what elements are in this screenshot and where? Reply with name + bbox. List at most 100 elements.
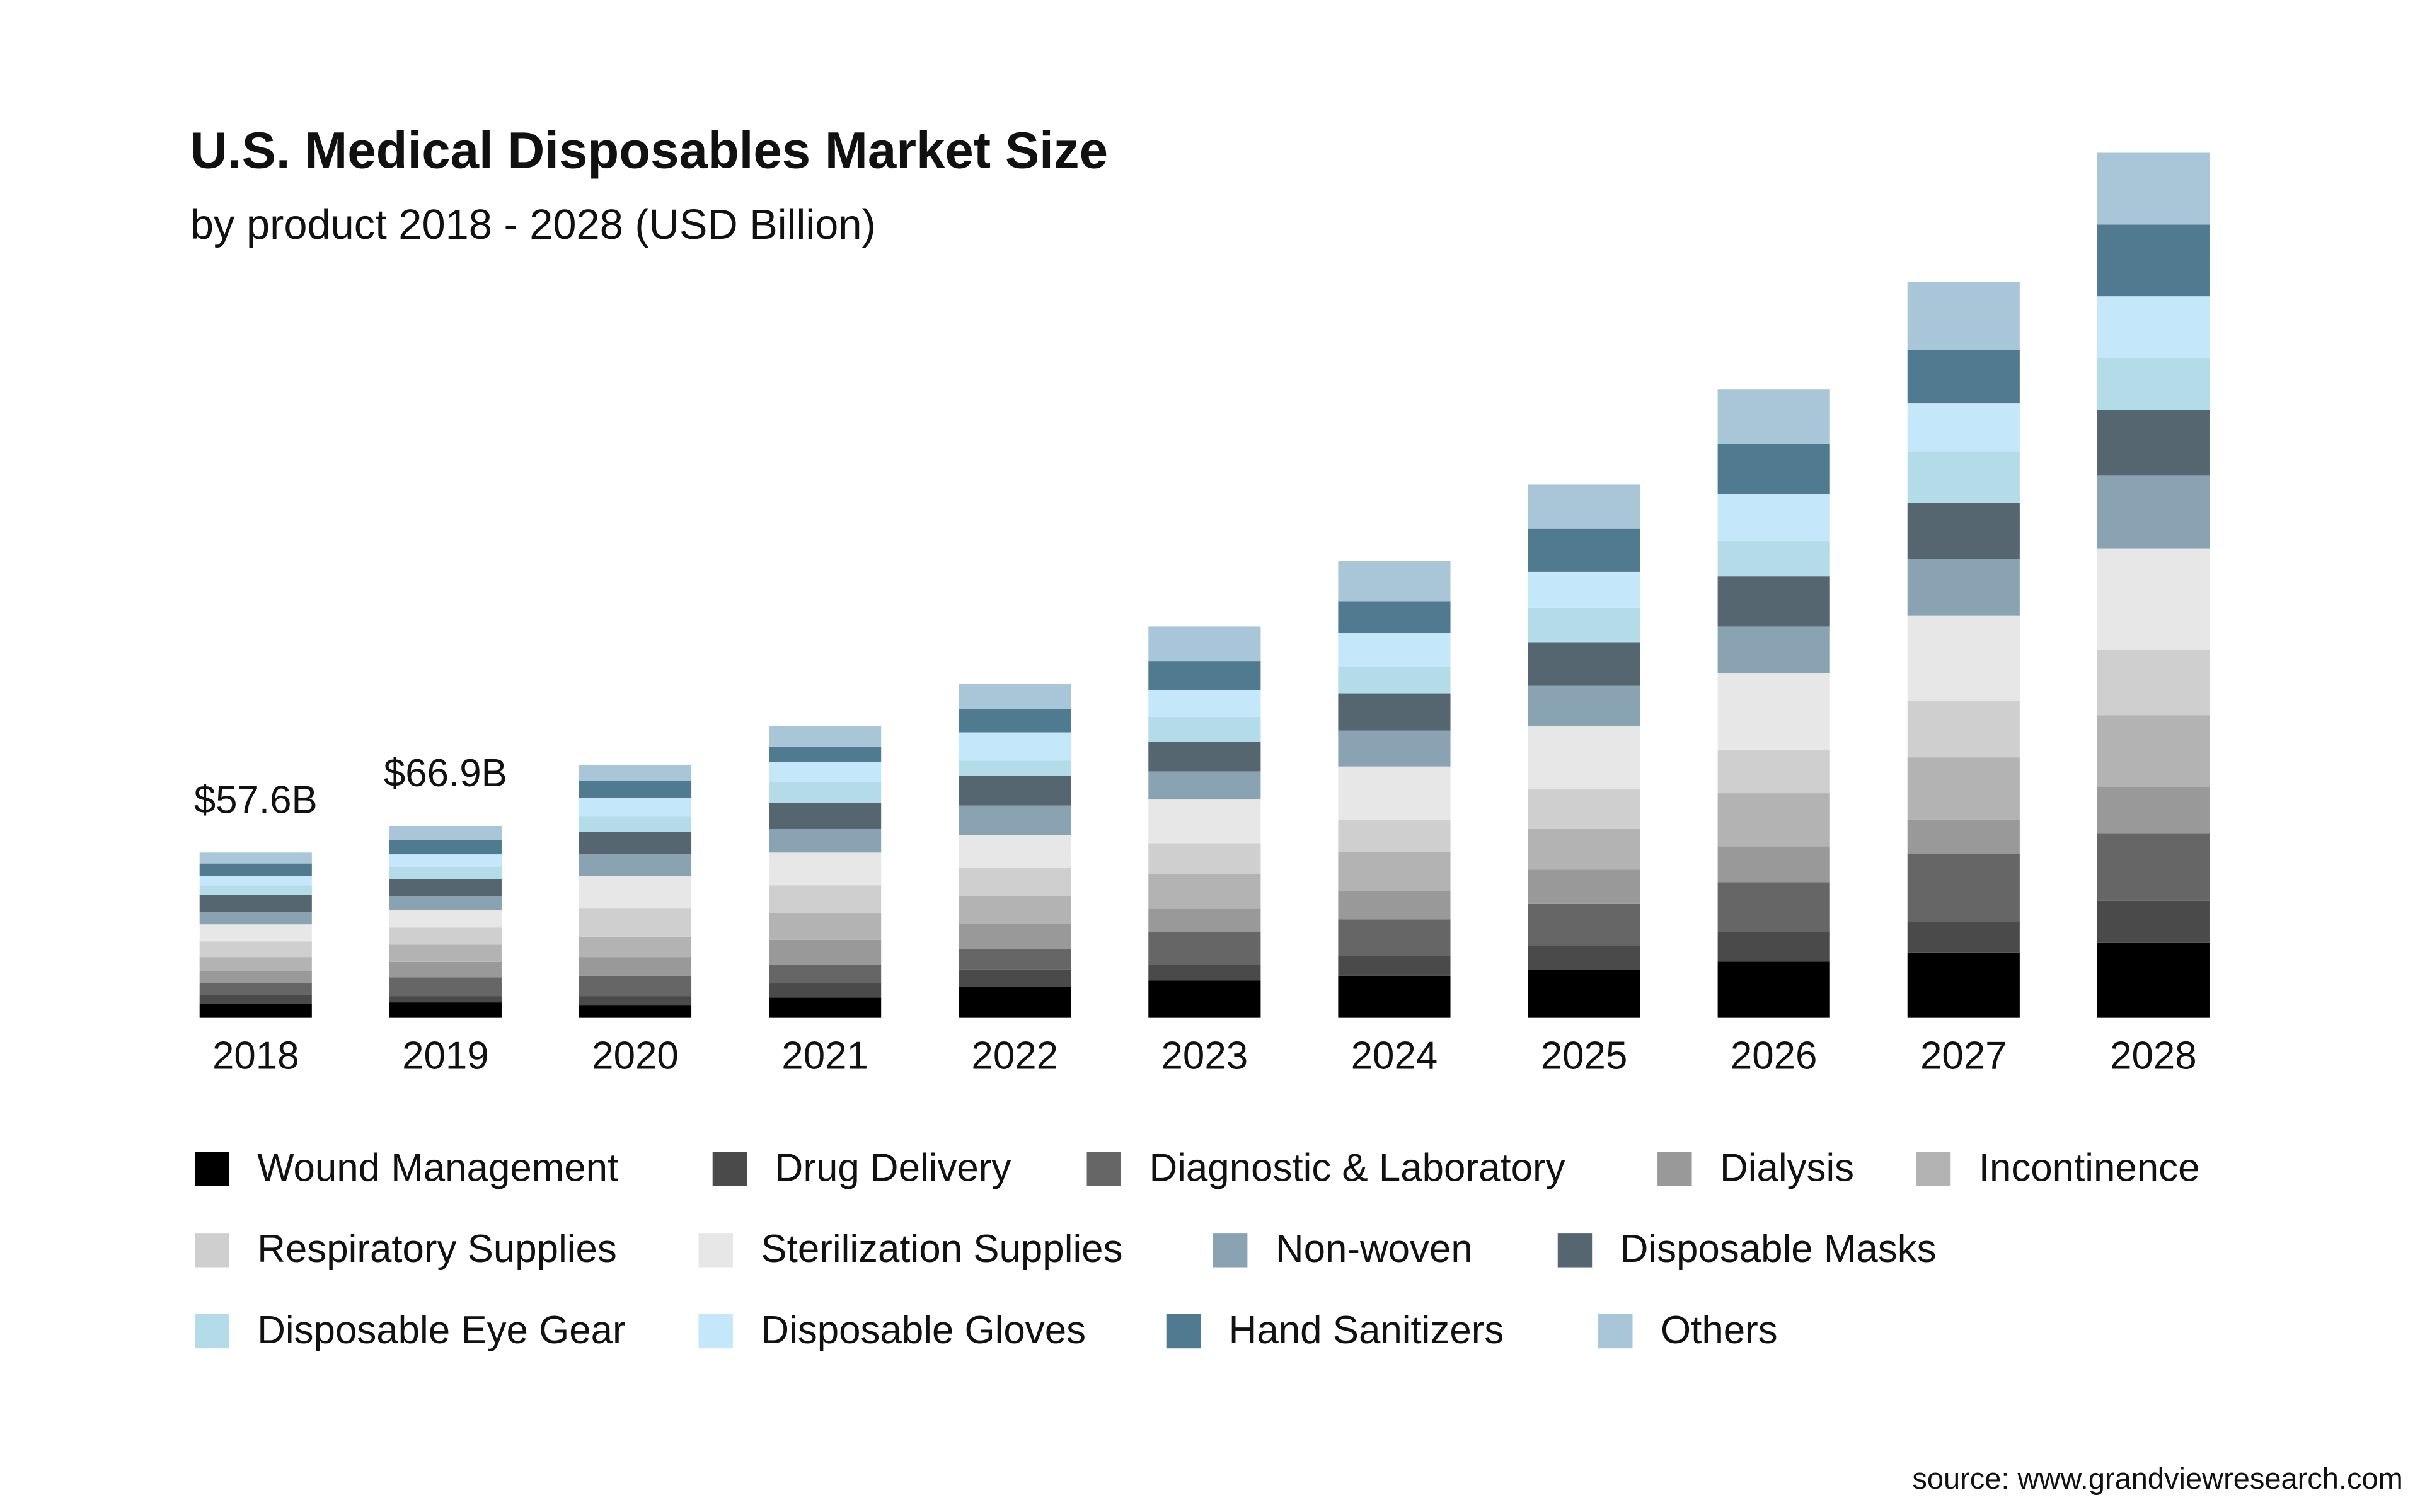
- bar-segment: [1528, 788, 1640, 829]
- bar-segment: [1528, 828, 1640, 870]
- x-tick-label: 2022: [971, 1034, 1058, 1077]
- bar-segment: [1907, 451, 2020, 503]
- bar-segment: [389, 1002, 502, 1018]
- bar-segment: [1338, 891, 1451, 920]
- bar-segment: [199, 971, 312, 984]
- bar-segment: [1717, 673, 1830, 750]
- bar-segment: [1148, 799, 1261, 844]
- bar-segment: [1148, 843, 1261, 874]
- bar-segment: [579, 876, 692, 909]
- bar-segment: [1338, 975, 1451, 1018]
- bar-segment: [1148, 771, 1261, 800]
- legend-swatch: [698, 1314, 733, 1349]
- bar-segment: [959, 732, 1071, 761]
- bar-segment: [579, 936, 692, 958]
- bar-segment: [579, 798, 692, 817]
- legend-swatch: [1166, 1314, 1201, 1349]
- x-tick-label: 2018: [212, 1034, 299, 1077]
- bar-segment: [1717, 882, 1830, 932]
- bar-segment: [579, 1005, 692, 1018]
- bar-segment: [1907, 952, 2020, 1018]
- bar-segment: [1717, 961, 1830, 1018]
- x-tick-label: 2023: [1161, 1034, 1248, 1077]
- bar-segment: [1907, 350, 2020, 404]
- bar-segment: [1148, 932, 1261, 965]
- legend-label: Hand Sanitizers: [1229, 1309, 1504, 1352]
- legend-label: Dialysis: [1720, 1146, 1854, 1189]
- legend-swatch: [1213, 1233, 1248, 1268]
- bar-segment: [199, 912, 312, 925]
- bar-segment: [2097, 152, 2210, 225]
- bar-segment: [1148, 626, 1261, 662]
- bar-segment: [1528, 869, 1640, 904]
- bar-segment: [1907, 701, 2020, 758]
- bar-segment: [1528, 642, 1640, 686]
- bar-segment: [1338, 693, 1451, 731]
- bar-segment: [579, 816, 692, 832]
- bar-segment: [1338, 561, 1451, 602]
- bar-segment: [1148, 716, 1261, 742]
- bar-segment: [1907, 854, 2020, 922]
- bar-segment: [1528, 528, 1640, 572]
- bar-segment: [2097, 942, 2210, 1018]
- bar-segment: [389, 896, 502, 910]
- bar-segment: [1528, 685, 1640, 726]
- bar-segment: [199, 1004, 312, 1018]
- x-tick-label: 2025: [1541, 1034, 1628, 1077]
- legend-swatch: [1598, 1314, 1633, 1349]
- bar-segment: [389, 996, 502, 1003]
- bar-segment: [1907, 757, 2020, 820]
- bar-segment: [1338, 766, 1451, 820]
- bar-segment: [769, 762, 882, 782]
- bar-segment: [1528, 484, 1640, 529]
- bar-segment: [2097, 410, 2210, 476]
- bar-segment: [1148, 908, 1261, 932]
- bar-segment: [769, 746, 882, 762]
- bar-segment: [2097, 715, 2210, 788]
- bar-segment: [769, 726, 882, 747]
- bar-segment: [1717, 932, 1830, 962]
- bar-segment: [1528, 970, 1640, 1018]
- bar-segment: [1148, 980, 1261, 1018]
- bar-segment: [1717, 389, 1830, 444]
- bar-segment: [199, 876, 312, 886]
- bar-segment: [1528, 607, 1640, 643]
- bar-segment: [769, 782, 882, 803]
- bar-segment: [769, 997, 882, 1018]
- bar-segment: [1907, 615, 2020, 701]
- bar-segment: [1338, 730, 1451, 767]
- bar-segment: [959, 684, 1071, 709]
- x-tick-label: 2027: [1920, 1034, 2007, 1077]
- legend-label: Respiratory Supplies: [257, 1227, 617, 1271]
- bar-segment: [579, 908, 692, 937]
- bar-segment: [1907, 281, 2020, 350]
- bar-segment: [389, 879, 502, 896]
- bar-segment: [579, 996, 692, 1006]
- bar-segment: [769, 885, 882, 914]
- legend-label: Sterilization Supplies: [761, 1227, 1122, 1271]
- bar-segment: [1717, 576, 1830, 627]
- legend-swatch: [712, 1152, 747, 1186]
- bar-segment: [2097, 224, 2210, 297]
- bar-segment: [579, 975, 692, 997]
- bar-segment: [2097, 787, 2210, 834]
- bar-segment: [959, 835, 1071, 868]
- bar-segment: [1528, 946, 1640, 970]
- bar-segment: [769, 965, 882, 984]
- legend-label: Non-woven: [1276, 1227, 1473, 1271]
- bar-segment: [959, 805, 1071, 835]
- bar-segment: [389, 961, 502, 978]
- x-tick-label: 2026: [1731, 1034, 1818, 1077]
- legend-swatch: [195, 1152, 229, 1186]
- bar-segment: [1907, 403, 2020, 452]
- bar-segment: [1717, 793, 1830, 847]
- bar-segment: [1907, 559, 2020, 616]
- bar-segment: [959, 709, 1071, 733]
- x-tick-label: 2021: [781, 1034, 868, 1077]
- bar-segment: [199, 885, 312, 895]
- bar-segment: [579, 832, 692, 854]
- total-label: $66.9B: [384, 752, 507, 795]
- bar-segment: [769, 983, 882, 998]
- legend-swatch: [195, 1314, 229, 1349]
- bar-segment: [579, 957, 692, 976]
